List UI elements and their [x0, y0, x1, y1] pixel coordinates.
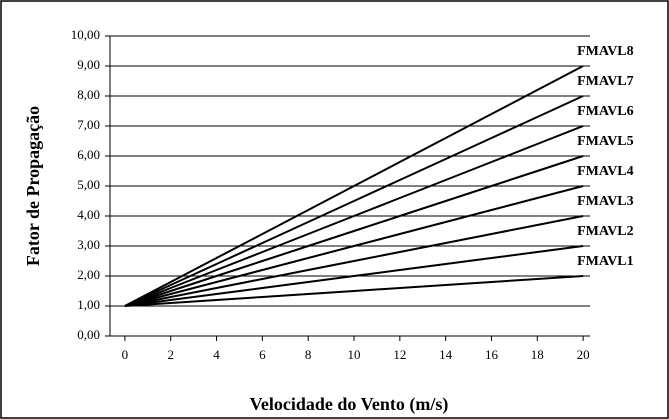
y-tick-label: 5,00 [77, 177, 100, 192]
series-line [124, 275, 584, 307]
y-tick-label: 4,00 [77, 207, 100, 222]
series-label: FMAVL4 [577, 164, 634, 179]
x-tick-label: 18 [531, 347, 544, 362]
y-tick-label: 10,00 [71, 27, 100, 42]
series-label: FMAVL8 [577, 44, 634, 59]
series-line [124, 155, 584, 307]
y-tick-label: 0,00 [77, 327, 100, 342]
y-tick-label: 8,00 [77, 87, 100, 102]
x-tick-label: 4 [213, 347, 220, 362]
series-line [124, 245, 584, 307]
x-tick-label: 20 [577, 347, 590, 362]
y-tick-label: 7,00 [77, 117, 100, 132]
x-tick-label: 10 [348, 347, 361, 362]
y-tick-label: 2,00 [77, 267, 100, 282]
y-tick-label: 3,00 [77, 237, 100, 252]
x-tick-label: 12 [393, 347, 406, 362]
y-tick-label: 1,00 [77, 297, 100, 312]
y-tick-label: 6,00 [77, 147, 100, 162]
y-tick-label: 9,00 [77, 57, 100, 72]
y-axis-title: Fator de Propagação [23, 106, 43, 266]
series-label: FMAVL6 [577, 104, 634, 119]
series-line [124, 95, 584, 307]
x-axis-title: Velocidade do Vento (m/s) [250, 394, 449, 415]
series-label: FMAVL1 [577, 254, 634, 269]
x-tick-label: 16 [485, 347, 499, 362]
x-tick-label: 14 [439, 347, 453, 362]
x-tick-label: 2 [167, 347, 174, 362]
series-label: FMAVL3 [577, 194, 634, 209]
series-label: FMAVL2 [577, 224, 634, 239]
series-label: FMAVL7 [577, 74, 634, 89]
series-line [124, 125, 584, 307]
x-tick-label: 6 [259, 347, 266, 362]
series-label: FMAVL5 [577, 134, 634, 149]
series-line [124, 185, 584, 307]
x-tick-label: 8 [305, 347, 312, 362]
series-line [124, 215, 584, 307]
series-line [124, 65, 584, 307]
x-tick-label: 0 [122, 347, 129, 362]
